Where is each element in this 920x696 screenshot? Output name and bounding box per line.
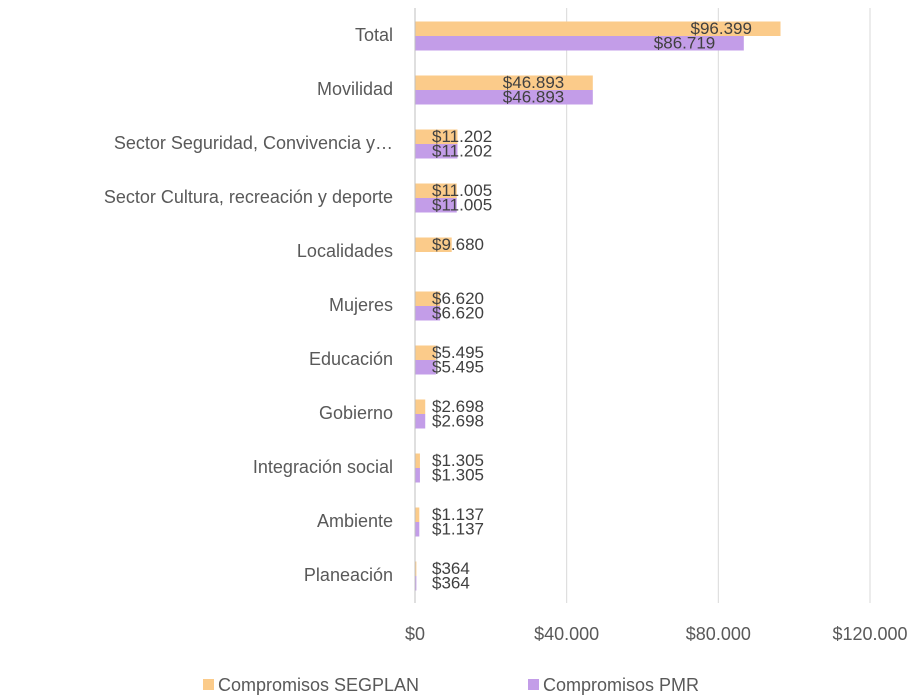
- legend-swatch: [203, 679, 214, 690]
- data-label: $46.893: [503, 88, 564, 107]
- data-label: $5.495: [432, 358, 484, 377]
- x-tick-label: $40.000: [534, 624, 599, 644]
- x-tick-label: $0: [405, 624, 425, 644]
- bar: [415, 522, 420, 537]
- legend-label: Compromisos PMR: [543, 675, 699, 695]
- bar: [415, 360, 436, 375]
- bar: [415, 468, 420, 483]
- data-label: $9.680: [432, 235, 484, 254]
- y-tick-label: Planeación: [304, 565, 393, 585]
- bar: [415, 198, 457, 213]
- x-tick-label: $120.000: [832, 624, 907, 644]
- data-label: $5.495: [432, 343, 484, 362]
- data-label: $364: [432, 574, 470, 593]
- data-label: $11.202: [432, 127, 492, 146]
- bar: [415, 561, 417, 576]
- bar: [415, 414, 426, 429]
- data-label: $86.719: [654, 34, 715, 53]
- y-tick-label: Educación: [309, 349, 393, 369]
- y-tick-label: Ambiente: [317, 511, 393, 531]
- data-label: $1.137: [432, 505, 484, 524]
- bar: [415, 306, 441, 321]
- bar: [415, 345, 436, 360]
- bar: [415, 129, 458, 144]
- y-tick-label: Sector Cultura, recreación y deporte: [104, 187, 393, 207]
- data-label: $6.620: [432, 289, 484, 308]
- bar: [415, 576, 417, 591]
- bar: [415, 291, 441, 306]
- data-label: $6.620: [432, 304, 484, 323]
- bar: [415, 507, 420, 522]
- legend-swatch: [528, 679, 539, 690]
- bar: [415, 399, 426, 414]
- bar: [415, 90, 593, 105]
- data-label: $364: [432, 559, 470, 578]
- legend-label: Compromisos SEGPLAN: [218, 675, 419, 695]
- y-tick-label: Sector Seguridad, Convivencia y…: [114, 133, 393, 153]
- bar: [415, 144, 458, 159]
- data-label: $46.893: [503, 73, 564, 92]
- y-tick-label: Mujeres: [329, 295, 393, 315]
- y-tick-label: Gobierno: [319, 403, 393, 423]
- bar: [415, 237, 452, 252]
- bar: [415, 21, 781, 36]
- data-label: $11.005: [432, 181, 492, 200]
- data-label: $2.698: [432, 412, 484, 431]
- data-label: $2.698: [432, 397, 484, 416]
- y-tick-label: Localidades: [297, 241, 393, 261]
- y-tick-label: Movilidad: [317, 79, 393, 99]
- data-label: $11.202: [432, 142, 492, 161]
- data-label: $1.305: [432, 451, 484, 470]
- bar: [415, 453, 420, 468]
- bar: [415, 183, 457, 198]
- data-label: $1.305: [432, 466, 484, 485]
- y-tick-label: Total: [355, 25, 393, 45]
- bar: [415, 75, 593, 90]
- bar: [415, 36, 744, 51]
- data-label: $11.005: [432, 196, 492, 215]
- data-label: $96.399: [691, 19, 752, 38]
- y-tick-label: Integración social: [253, 457, 393, 477]
- x-tick-label: $80.000: [686, 624, 751, 644]
- data-label: $1.137: [432, 520, 484, 539]
